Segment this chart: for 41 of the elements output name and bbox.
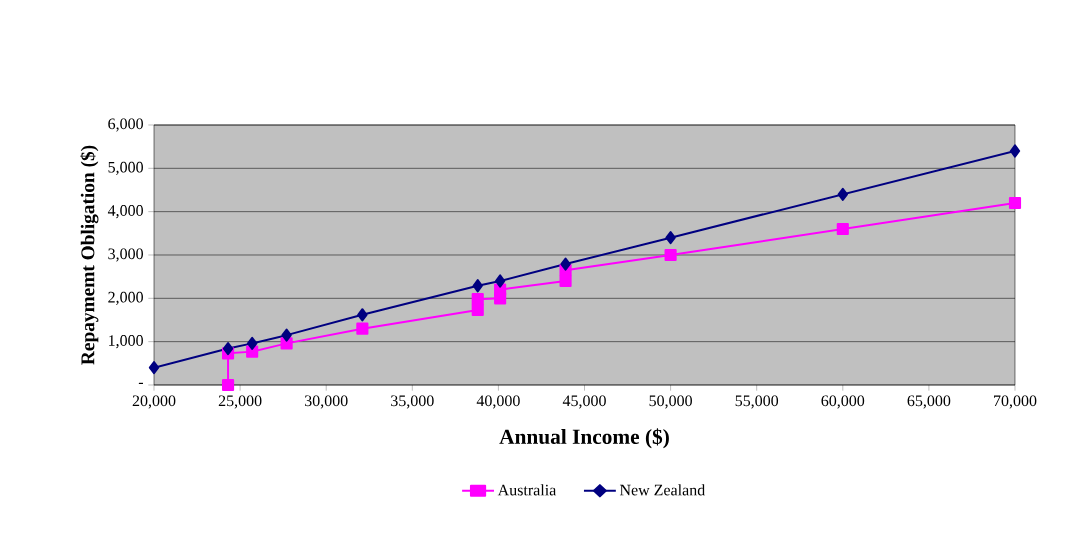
x-tick-label: 60,000 [821,395,865,409]
point [281,328,292,342]
y-tick-label: 5,000 [108,161,143,175]
y-tick-label: 1,000 [109,335,143,349]
point [560,257,571,271]
point [837,187,848,201]
x-tick-label: 20,000 [132,395,176,409]
point [471,303,484,317]
point [246,336,258,350]
x-axis-title: Annual Income ($) [499,428,669,449]
point [221,378,235,392]
x-tick-label: 70,000 [994,395,1037,409]
point [559,274,572,288]
y-tick-label: 3,000 [108,248,143,262]
x-tick-label: 35,000 [391,395,434,409]
point [836,222,849,236]
point [1008,196,1022,210]
x-tick-label: 65,000 [907,395,951,409]
point [148,361,160,375]
point [494,274,506,288]
x-tick-label: 45,000 [562,395,606,409]
y-tick-label: - [138,382,144,384]
point [356,322,369,335]
legend-label: Australia [497,484,557,496]
x-tick-label: 55,000 [735,395,779,409]
x-tick-label: 40,000 [476,395,520,409]
y-tick-label: 2,000 [108,291,143,305]
point [664,248,677,262]
x-tick-label: 25,000 [218,395,262,409]
point [665,231,676,245]
legend-label: New Zealand [619,484,706,496]
point [471,293,484,306]
point [472,279,483,293]
x-tick-label: 30,000 [304,395,348,409]
x-tick-label: 50,000 [649,395,692,409]
y-tick-label: 6,000 [108,118,143,132]
point [1009,144,1021,158]
point [222,341,234,356]
y-tick-label: 4,000 [107,205,143,219]
y-axis-title: Repaymemt Obligation ($) [80,145,99,365]
point [357,308,368,322]
